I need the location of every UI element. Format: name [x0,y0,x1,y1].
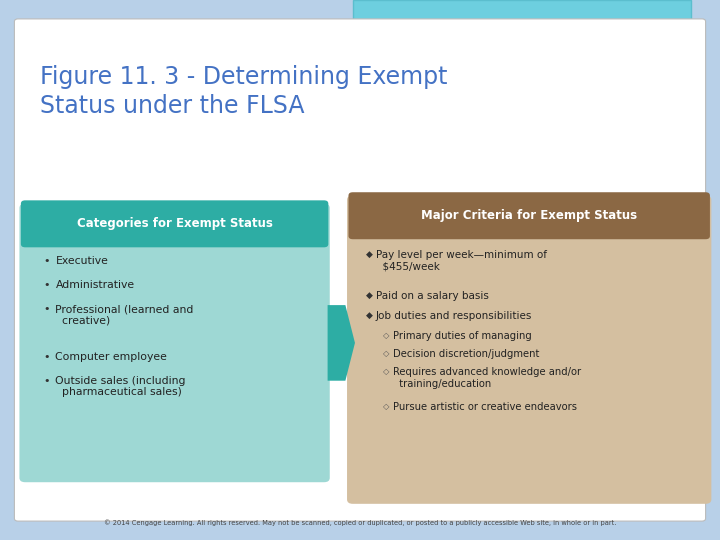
Text: © 2014 Cengage Learning. All rights reserved. May not be scanned, copied or dupl: © 2014 Cengage Learning. All rights rese… [104,520,616,526]
Text: •: • [43,352,50,362]
Text: Professional (learned and
  creative): Professional (learned and creative) [55,304,194,326]
Text: •: • [43,280,50,291]
Text: Primary duties of managing: Primary duties of managing [393,332,532,341]
FancyBboxPatch shape [21,200,328,247]
Text: Categories for Exempt Status: Categories for Exempt Status [76,217,273,231]
Text: Pursue artistic or creative endeavors: Pursue artistic or creative endeavors [393,402,577,413]
FancyBboxPatch shape [14,19,706,521]
Text: Paid on a salary basis: Paid on a salary basis [376,291,489,301]
Text: •: • [43,256,50,267]
Text: •: • [43,376,50,386]
Text: Job duties and responsibilities: Job duties and responsibilities [376,311,532,321]
Text: Administrative: Administrative [55,280,135,291]
Text: Computer employee: Computer employee [55,352,167,362]
Text: •: • [43,304,50,314]
FancyBboxPatch shape [353,0,691,70]
Text: ◆: ◆ [366,291,373,300]
Text: ◆: ◆ [366,250,373,259]
Text: Pay level per week—minimum of
  $455/week: Pay level per week—minimum of $455/week [376,250,547,272]
Text: ◇: ◇ [383,402,390,411]
Polygon shape [328,305,355,381]
Text: Requires advanced knowledge and/or
  training/education: Requires advanced knowledge and/or train… [393,367,581,389]
Text: ◇: ◇ [383,349,390,358]
Text: ◇: ◇ [383,367,390,376]
Text: Decision discretion/judgment: Decision discretion/judgment [393,349,539,359]
FancyBboxPatch shape [19,204,330,482]
Text: Outside sales (including
  pharmaceutical sales): Outside sales (including pharmaceutical … [55,376,186,397]
Text: ◇: ◇ [383,332,390,340]
FancyBboxPatch shape [348,192,710,239]
FancyBboxPatch shape [347,195,711,504]
Text: Figure 11. 3 - Determining Exempt
Status under the FLSA: Figure 11. 3 - Determining Exempt Status… [40,65,447,118]
Text: Executive: Executive [55,256,108,267]
Text: Major Criteria for Exempt Status: Major Criteria for Exempt Status [421,209,637,222]
Text: ◆: ◆ [366,311,373,320]
